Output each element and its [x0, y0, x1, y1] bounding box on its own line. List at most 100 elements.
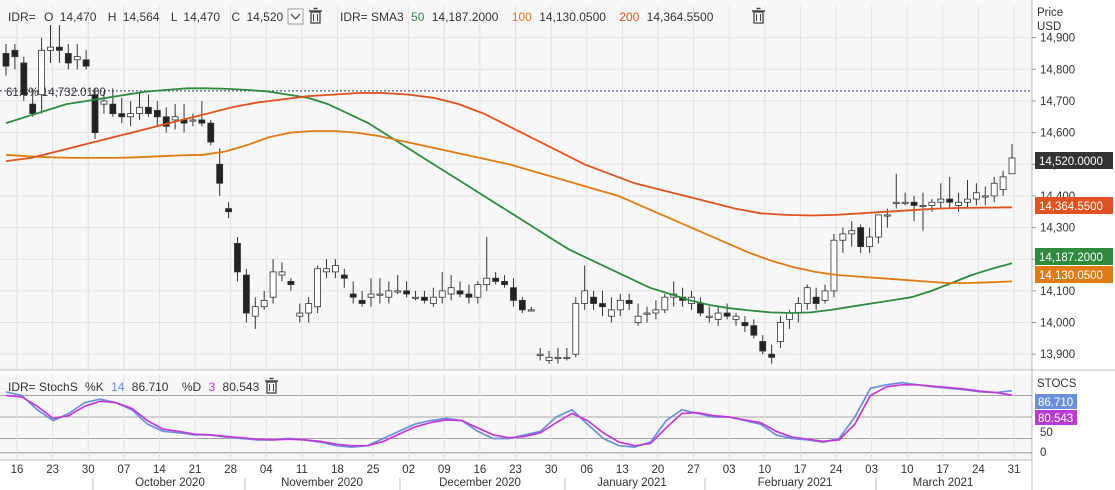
candle[interactable]	[643, 306, 651, 323]
candle[interactable]	[189, 113, 197, 127]
candle[interactable]	[652, 300, 660, 320]
candle[interactable]	[91, 88, 99, 139]
candle[interactable]	[910, 195, 918, 222]
candle[interactable]	[20, 56, 28, 101]
candle[interactable]	[919, 192, 927, 231]
candle[interactable]	[777, 316, 784, 348]
candle[interactable]	[11, 43, 19, 70]
candle[interactable]	[1008, 144, 1016, 175]
candle[interactable]	[207, 119, 215, 146]
candle[interactable]	[376, 278, 384, 304]
candle[interactable]	[812, 287, 820, 310]
candle[interactable]	[536, 347, 544, 361]
candle[interactable]	[732, 313, 740, 326]
candle[interactable]	[616, 294, 624, 317]
candle[interactable]	[545, 351, 553, 364]
candle[interactable]	[162, 107, 170, 133]
candle[interactable]	[527, 306, 535, 312]
candle[interactable]	[483, 237, 491, 291]
candle[interactable]	[225, 202, 232, 219]
candle[interactable]	[803, 284, 811, 310]
candle[interactable]	[892, 173, 900, 209]
candle[interactable]	[518, 297, 526, 314]
sma-trash-icon[interactable]	[752, 7, 765, 24]
stoch-d-line[interactable]	[5, 383, 1013, 447]
candle[interactable]	[990, 176, 998, 203]
candle[interactable]	[127, 100, 135, 127]
candle[interactable]	[438, 271, 446, 304]
candle[interactable]	[136, 91, 143, 120]
candle[interactable]	[242, 268, 250, 323]
candle[interactable]	[447, 275, 455, 301]
candle[interactable]	[741, 316, 749, 333]
candle[interactable]	[705, 306, 713, 323]
candle[interactable]	[981, 186, 989, 206]
candle[interactable]	[394, 275, 402, 295]
candle[interactable]	[198, 100, 206, 127]
candle[interactable]	[421, 290, 428, 304]
candle[interactable]	[349, 281, 357, 304]
candle[interactable]	[634, 303, 642, 326]
candle[interactable]	[839, 227, 847, 253]
candle[interactable]	[251, 297, 259, 329]
candle[interactable]	[314, 265, 321, 314]
candle[interactable]	[465, 284, 473, 304]
candle[interactable]	[403, 281, 411, 298]
candle[interactable]	[287, 278, 295, 291]
stoch-trash-icon[interactable]	[265, 377, 278, 394]
candle[interactable]	[972, 183, 980, 206]
candle[interactable]	[47, 24, 54, 63]
candle[interactable]	[73, 43, 81, 70]
candle[interactable]	[937, 183, 945, 209]
candle[interactable]	[501, 275, 508, 288]
candle[interactable]	[278, 262, 286, 282]
candle[interactable]	[216, 148, 224, 196]
candle[interactable]	[367, 278, 375, 307]
candle[interactable]	[768, 344, 776, 364]
candle[interactable]	[305, 297, 313, 323]
candle[interactable]	[385, 281, 393, 304]
sma50-line[interactable]	[5, 87, 1013, 314]
candle[interactable]	[714, 306, 722, 326]
candle[interactable]	[866, 227, 873, 253]
candle[interactable]	[358, 290, 366, 307]
candle[interactable]	[554, 347, 562, 364]
candle[interactable]	[607, 297, 615, 323]
candle[interactable]	[145, 94, 152, 117]
candle[interactable]	[830, 233, 838, 298]
candle[interactable]	[56, 24, 63, 63]
candle[interactable]	[590, 290, 597, 310]
candle[interactable]	[269, 259, 277, 304]
candle[interactable]	[492, 271, 500, 285]
candle[interactable]	[572, 297, 580, 358]
candle[interactable]	[323, 259, 330, 279]
candle[interactable]	[510, 278, 517, 307]
candle[interactable]	[340, 268, 348, 288]
candle[interactable]	[260, 290, 268, 310]
candle[interactable]	[153, 100, 161, 127]
candle[interactable]	[661, 294, 669, 314]
candle[interactable]	[964, 180, 971, 209]
candle[interactable]	[171, 104, 179, 130]
candle[interactable]	[946, 176, 954, 209]
candle[interactable]	[821, 284, 829, 304]
candle[interactable]	[412, 290, 419, 301]
candle[interactable]	[474, 281, 482, 304]
candle[interactable]	[234, 237, 241, 282]
candle[interactable]	[599, 290, 606, 317]
candle[interactable]	[723, 303, 731, 320]
candle[interactable]	[118, 97, 126, 124]
candle[interactable]	[901, 192, 909, 206]
candle[interactable]	[625, 294, 633, 310]
sma100-line[interactable]	[5, 130, 1013, 284]
chevron-down-icon[interactable]	[287, 8, 304, 25]
candle[interactable]	[64, 43, 72, 70]
candle[interactable]	[296, 303, 304, 323]
candle[interactable]	[29, 88, 37, 117]
candle[interactable]	[999, 170, 1007, 196]
candle[interactable]	[581, 265, 589, 310]
candle[interactable]	[759, 335, 767, 355]
candle[interactable]	[456, 281, 464, 298]
candle[interactable]	[857, 224, 865, 253]
candle[interactable]	[563, 347, 571, 361]
